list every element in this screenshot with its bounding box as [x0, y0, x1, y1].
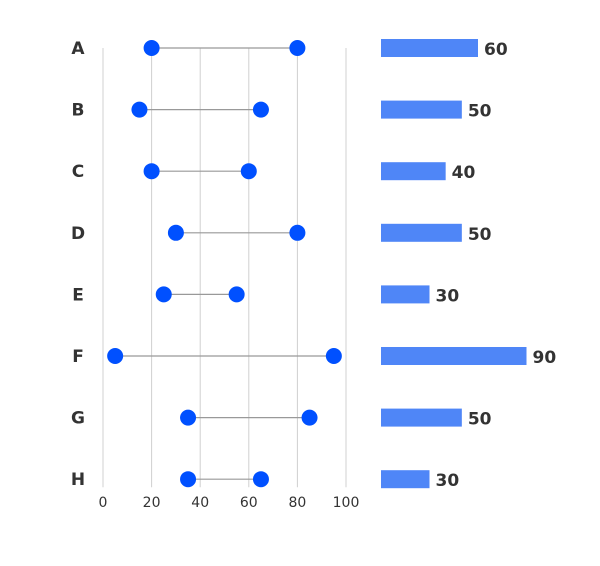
start-point [107, 348, 124, 364]
x-tick-label: 0 [99, 495, 108, 511]
end-point [252, 101, 269, 118]
start-point [180, 471, 197, 488]
end-point [301, 409, 318, 426]
bar-value-label: 50 [468, 225, 492, 245]
bar-value-label: 40 [452, 163, 476, 183]
category-label: F [72, 347, 84, 367]
bar [381, 100, 462, 119]
bar [381, 285, 430, 304]
start-point [131, 101, 148, 118]
bar-value-label: 90 [533, 348, 557, 368]
category-label: B [72, 101, 85, 121]
category-label: A [71, 39, 85, 59]
category-label: C [72, 162, 84, 182]
category-label: H [71, 470, 85, 490]
category-label: D [71, 224, 85, 244]
end-point [289, 224, 306, 241]
end-point [228, 286, 245, 303]
x-tick-label: 100 [333, 495, 360, 511]
end-point [240, 163, 257, 180]
end-point [325, 348, 342, 364]
bar [381, 347, 527, 365]
category-label: E [72, 285, 84, 305]
start-point [143, 163, 160, 180]
bar [381, 39, 478, 57]
x-tick-label: 20 [143, 495, 161, 511]
x-tick-label: 40 [191, 495, 209, 511]
start-point [155, 286, 172, 303]
bar-value-label: 60 [484, 40, 508, 60]
bar [381, 408, 462, 427]
end-point [289, 40, 306, 56]
start-point [180, 409, 197, 426]
bar [381, 223, 462, 242]
end-point [252, 471, 269, 488]
start-point [143, 40, 160, 56]
bar-value-label: 30 [436, 471, 460, 491]
x-tick-label: 80 [288, 495, 306, 511]
bar-value-label: 30 [436, 286, 460, 306]
start-point [167, 224, 184, 241]
x-tick-label: 60 [240, 495, 258, 511]
bar-value-label: 50 [468, 102, 492, 122]
bar [381, 162, 446, 181]
bar [381, 470, 430, 489]
category-label: G [71, 409, 85, 429]
bar-value-label: 50 [468, 410, 492, 430]
